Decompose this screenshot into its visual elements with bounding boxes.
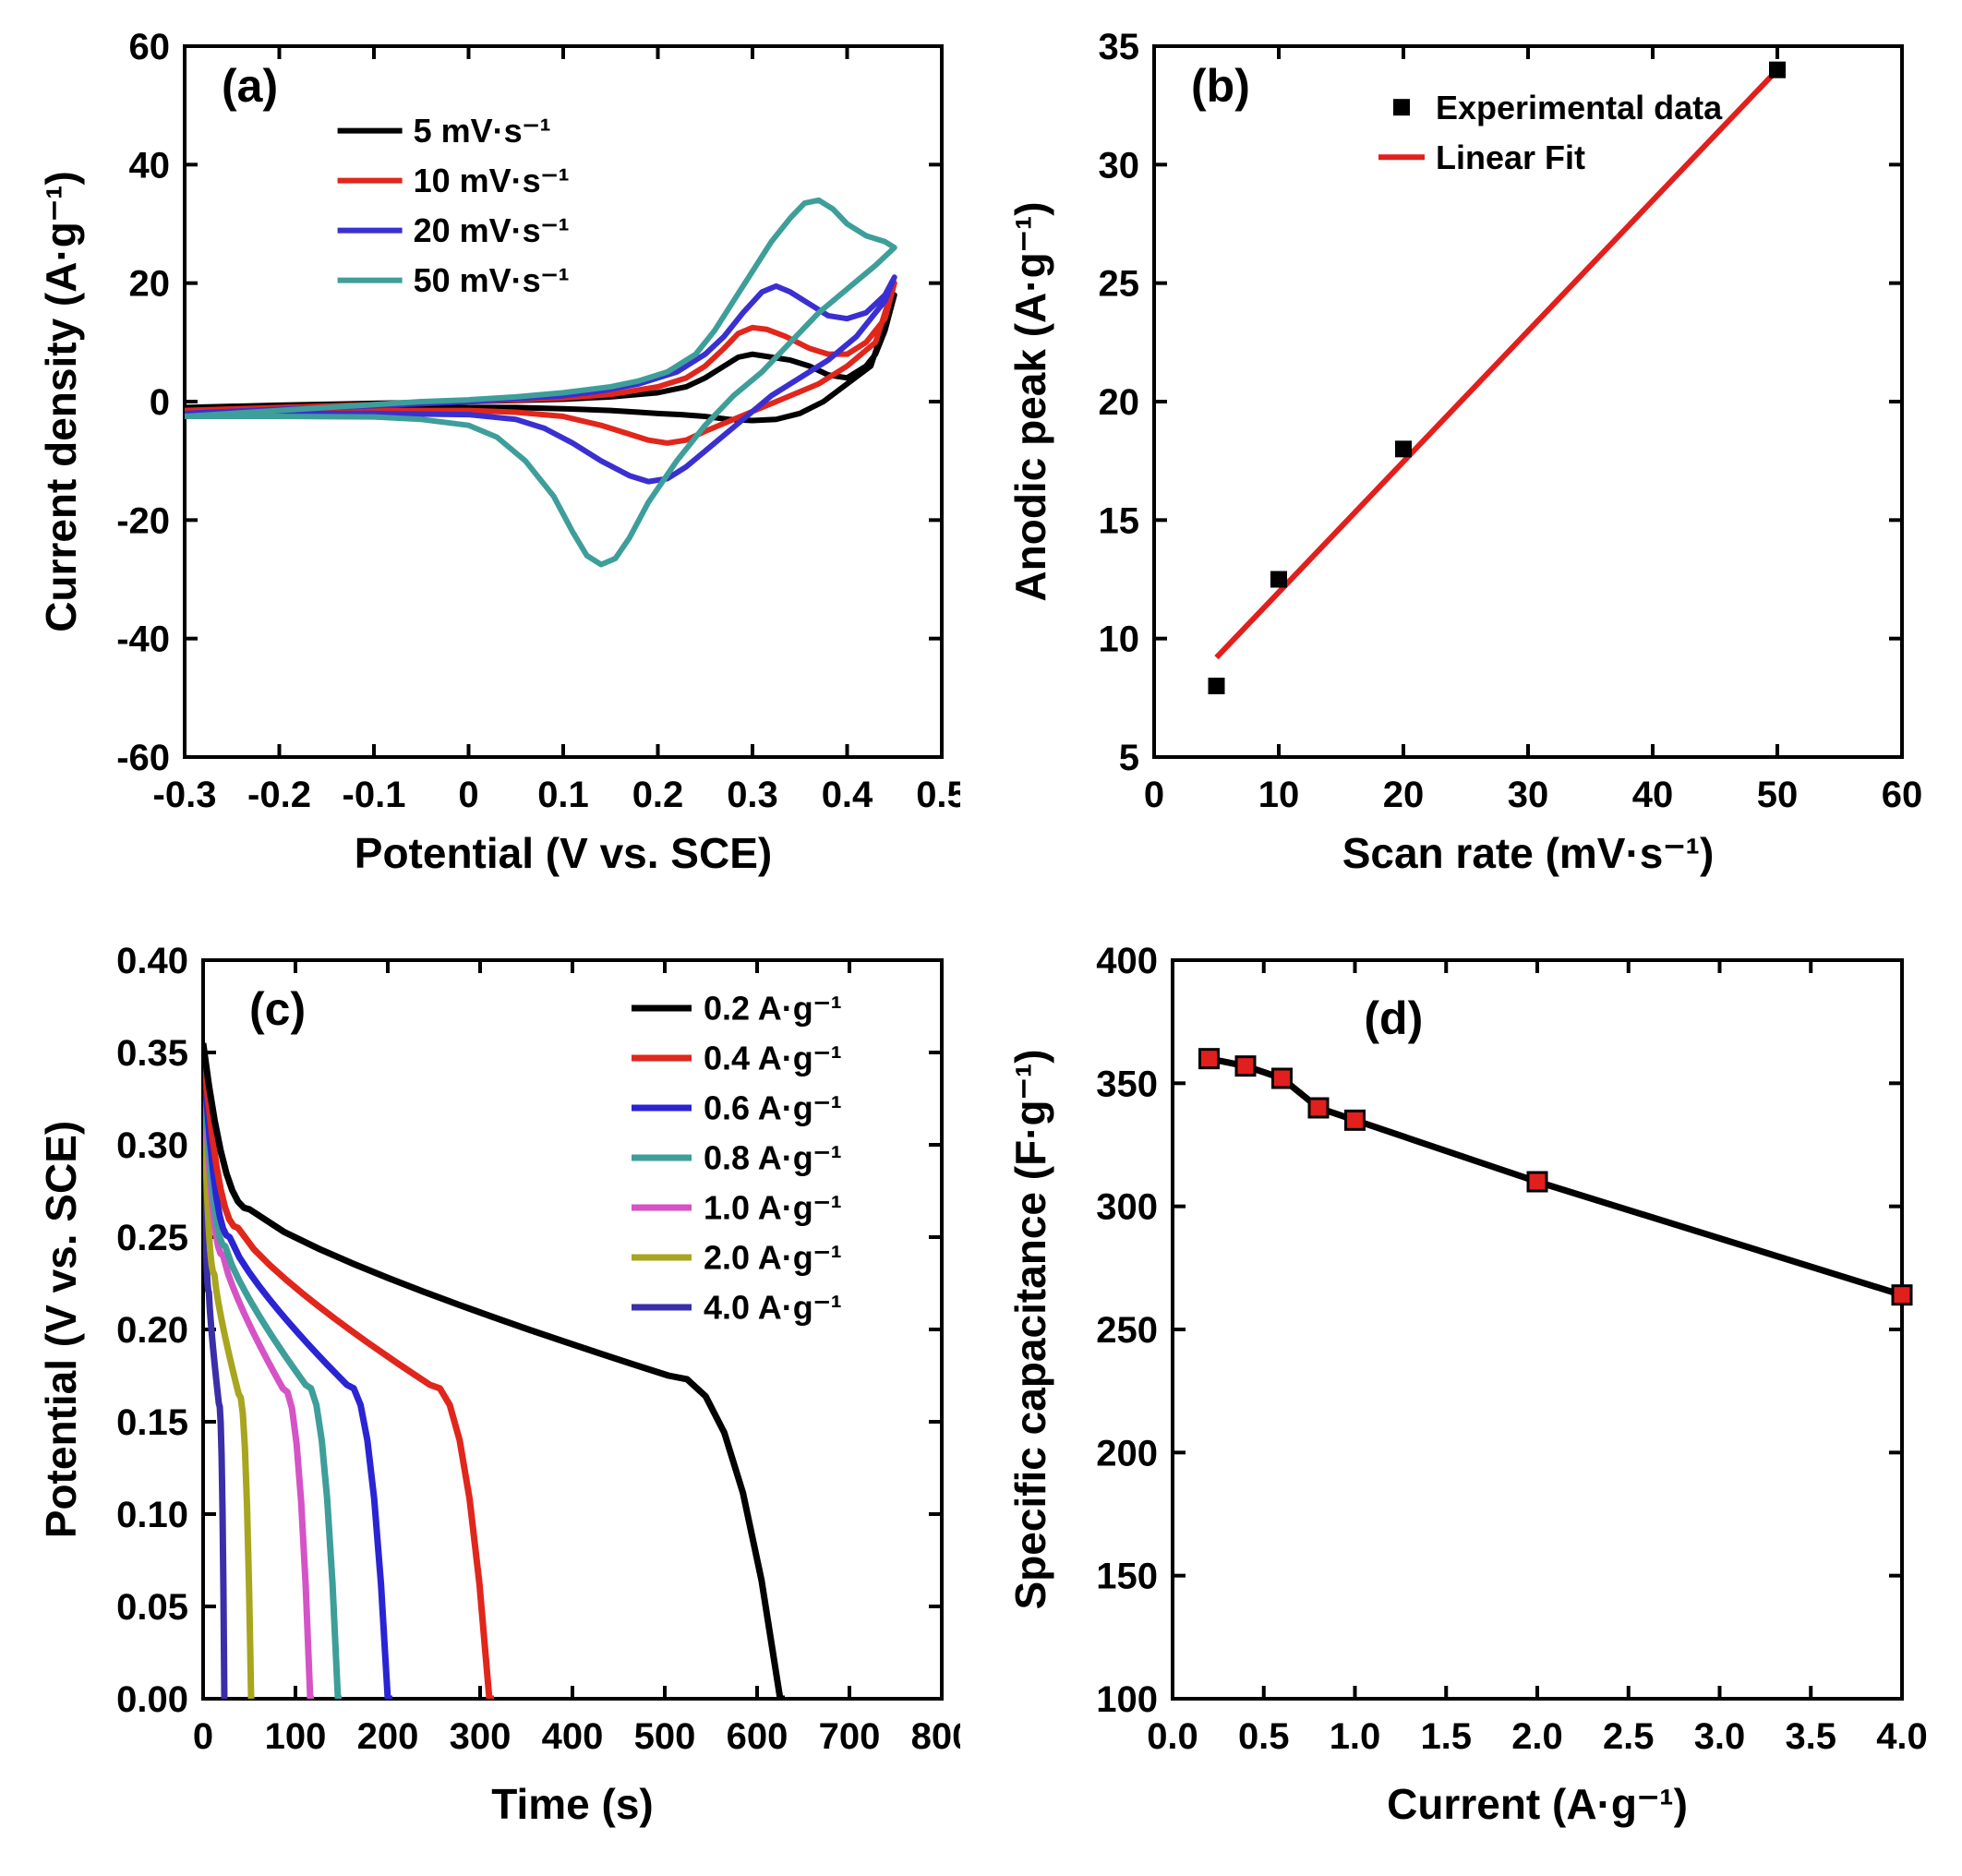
svg-text:0: 0 [458,775,478,815]
svg-text:50: 50 [1757,775,1799,815]
svg-text:0.20: 0.20 [116,1310,188,1351]
chart-c-svg: 0 100 200 300 400 500 600 700 800 0.00 0.05 0.10 0.1… [28,932,960,1837]
svg-text:0.5: 0.5 [916,775,960,815]
svg-text:0.40: 0.40 [116,941,188,981]
svg-text:0.5: 0.5 [1238,1716,1290,1757]
svg-text:10: 10 [1258,775,1300,815]
svg-text:2.0: 2.0 [1511,1716,1563,1757]
svg-text:Anodic peak (A·g⁻¹): Anodic peak (A·g⁻¹) [1006,201,1054,601]
chart-d-svg: 0.0 0.5 1.0 1.5 2.0 2.5 3.0 3.5 4.0 100 150 200 250 3… [997,932,1930,1837]
panel-c: 0 100 200 300 400 500 600 700 800 0.00 0.05 0.10 0.1… [28,932,960,1837]
svg-text:Time (s): Time (s) [491,1780,654,1828]
svg-text:-40: -40 [116,619,170,660]
svg-text:300: 300 [1096,1187,1158,1228]
svg-text:500: 500 [634,1716,696,1757]
svg-text:1.0 A·g⁻¹: 1.0 A·g⁻¹ [704,1189,842,1227]
svg-text:Potential (V vs. SCE): Potential (V vs. SCE) [37,1121,85,1538]
svg-text:0.25: 0.25 [116,1218,188,1258]
svg-text:0.4: 0.4 [822,775,873,815]
chart-b-svg: 0 10 20 30 40 50 60 5 10 15 20 25 30 35 Scan rate (mV·… [997,18,1930,886]
svg-text:0.4 A·g⁻¹: 0.4 A·g⁻¹ [704,1040,842,1077]
svg-text:100: 100 [1096,1679,1158,1720]
svg-text:200: 200 [357,1716,419,1757]
svg-text:25: 25 [1099,264,1140,305]
svg-text:40: 40 [129,145,171,186]
svg-text:Current (A·g⁻¹): Current (A·g⁻¹) [1387,1780,1688,1828]
svg-text:Scan rate (mV·s⁻¹): Scan rate (mV·s⁻¹) [1342,829,1715,877]
svg-text:100: 100 [265,1716,327,1757]
svg-text:(a): (a) [222,60,278,112]
svg-text:(d): (d) [1364,992,1423,1044]
svg-text:150: 150 [1096,1557,1158,1597]
svg-text:60: 60 [129,27,171,67]
svg-text:4.0: 4.0 [1876,1716,1928,1757]
svg-text:3.0: 3.0 [1694,1716,1746,1757]
svg-text:2.5: 2.5 [1603,1716,1655,1757]
svg-text:5: 5 [1119,738,1139,778]
svg-text:0.2 A·g⁻¹: 0.2 A·g⁻¹ [704,990,842,1028]
svg-text:0.35: 0.35 [116,1033,188,1074]
svg-text:20: 20 [1383,775,1425,815]
svg-text:0.0: 0.0 [1147,1716,1198,1757]
svg-text:0: 0 [1144,775,1164,815]
svg-text:200: 200 [1096,1433,1158,1473]
svg-text:600: 600 [727,1716,788,1757]
svg-text:1.5: 1.5 [1420,1716,1472,1757]
svg-text:800: 800 [911,1716,960,1757]
chart-a-svg: -0.3 -0.2 -0.1 0 0.1 0.2 0.3 0.4 0.5 -60 -40 -20 0 20… [28,18,960,886]
svg-text:60: 60 [1882,775,1923,815]
svg-text:Potential (V vs. SCE): Potential (V vs. SCE) [355,829,772,877]
svg-text:0.6 A·g⁻¹: 0.6 A·g⁻¹ [704,1089,842,1127]
svg-text:Current density (A·g⁻¹): Current density (A·g⁻¹) [37,171,85,632]
svg-text:35: 35 [1099,27,1140,67]
svg-text:50 mV·s⁻¹: 50 mV·s⁻¹ [414,261,570,299]
svg-text:-60: -60 [116,738,170,778]
svg-text:0.15: 0.15 [116,1402,188,1443]
svg-text:(b): (b) [1191,60,1250,112]
svg-text:-0.3: -0.3 [153,775,217,815]
svg-text:Specific capacitance (F·g⁻¹): Specific capacitance (F·g⁻¹) [1006,1049,1054,1609]
svg-text:0.05: 0.05 [116,1587,188,1628]
svg-text:20: 20 [1099,382,1140,423]
svg-text:400: 400 [542,1716,604,1757]
svg-text:-20: -20 [116,500,170,541]
svg-text:0.00: 0.00 [116,1679,188,1720]
svg-text:20: 20 [129,264,171,305]
panel-a: -0.3 -0.2 -0.1 0 0.1 0.2 0.3 0.4 0.5 -60 -40 -20 0 20… [28,18,960,886]
svg-text:15: 15 [1099,500,1140,541]
svg-text:Linear Fit: Linear Fit [1436,138,1585,176]
svg-text:2.0 A·g⁻¹: 2.0 A·g⁻¹ [704,1239,842,1277]
svg-text:4.0 A·g⁻¹: 4.0 A·g⁻¹ [704,1289,842,1327]
svg-text:20 mV·s⁻¹: 20 mV·s⁻¹ [414,211,570,249]
svg-text:300: 300 [450,1716,512,1757]
figure-root: -0.3 -0.2 -0.1 0 0.1 0.2 0.3 0.4 0.5 -60 -40 -20 0 20… [0,0,1962,1876]
svg-text:0: 0 [193,1716,213,1757]
svg-text:30: 30 [1099,145,1140,186]
svg-text:0.2: 0.2 [632,775,684,815]
svg-text:0.1: 0.1 [537,775,589,815]
svg-text:350: 350 [1096,1064,1158,1104]
svg-text:30: 30 [1508,775,1549,815]
svg-text:400: 400 [1096,941,1158,981]
svg-text:250: 250 [1096,1310,1158,1351]
svg-text:40: 40 [1632,775,1674,815]
svg-text:3.5: 3.5 [1785,1716,1836,1757]
svg-text:(c): (c) [249,983,306,1035]
svg-text:1.0: 1.0 [1330,1716,1381,1757]
svg-text:700: 700 [819,1716,881,1757]
svg-text:0.3: 0.3 [727,775,778,815]
svg-text:0.8 A·g⁻¹: 0.8 A·g⁻¹ [704,1139,842,1177]
svg-text:-0.2: -0.2 [247,775,311,815]
svg-text:Experimental data: Experimental data [1436,89,1723,126]
panel-d: 0.0 0.5 1.0 1.5 2.0 2.5 3.0 3.5 4.0 100 150 200 250 3… [997,932,1930,1837]
svg-text:0.30: 0.30 [116,1125,188,1166]
panel-b: 0 10 20 30 40 50 60 5 10 15 20 25 30 35 Scan rate (mV·… [997,18,1930,886]
svg-text:-0.1: -0.1 [343,775,406,815]
svg-text:0: 0 [150,382,170,423]
svg-text:0.10: 0.10 [116,1495,188,1535]
svg-text:10: 10 [1099,619,1140,660]
svg-text:10 mV·s⁻¹: 10 mV·s⁻¹ [414,162,570,199]
svg-text:5 mV·s⁻¹: 5 mV·s⁻¹ [414,112,551,150]
